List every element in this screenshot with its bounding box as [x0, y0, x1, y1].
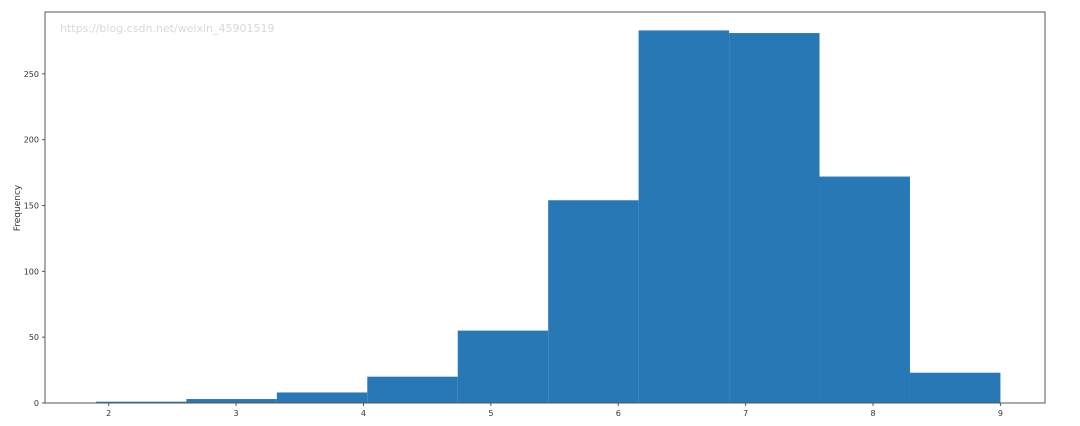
y-axis: 0 50 100 150 200 250: [24, 70, 45, 408]
y-tick-label: 200: [24, 136, 39, 145]
x-tick-label: 8: [870, 409, 875, 418]
histogram-bar: [909, 372, 1001, 403]
plot-frame: [44, 11, 1046, 404]
x-tick-label: 2: [106, 409, 111, 418]
histogram-bar: [95, 401, 187, 403]
y-tick-label: 50: [29, 333, 39, 342]
x-tick-label: 9: [998, 409, 1003, 418]
y-tick-label: 0: [34, 399, 39, 408]
x-tick-label: 5: [488, 409, 493, 418]
x-axis: 2 3 4 5 6 7 8 9: [106, 403, 1003, 418]
histogram-bar: [276, 392, 368, 403]
y-tick-label: 100: [24, 267, 39, 276]
histogram-bar: [819, 176, 910, 403]
watermark: https://blog.csdn.net/weixin_45901519: [60, 22, 275, 35]
y-tick-label: 150: [24, 202, 39, 211]
histogram-bar: [638, 30, 730, 404]
y-tick-label: 250: [24, 70, 39, 79]
histogram-bar: [729, 33, 820, 404]
histogram-bar: [186, 399, 277, 403]
histogram-bar: [367, 376, 458, 403]
y-axis-label: Frequency: [13, 184, 23, 231]
bars: [95, 30, 1001, 404]
histogram-bar: [457, 330, 549, 403]
histogram-bar: [548, 200, 639, 403]
x-tick-label: 4: [361, 409, 366, 418]
x-tick-label: 3: [234, 409, 239, 418]
x-tick-label: 7: [743, 409, 748, 418]
x-tick-label: 6: [616, 409, 621, 418]
